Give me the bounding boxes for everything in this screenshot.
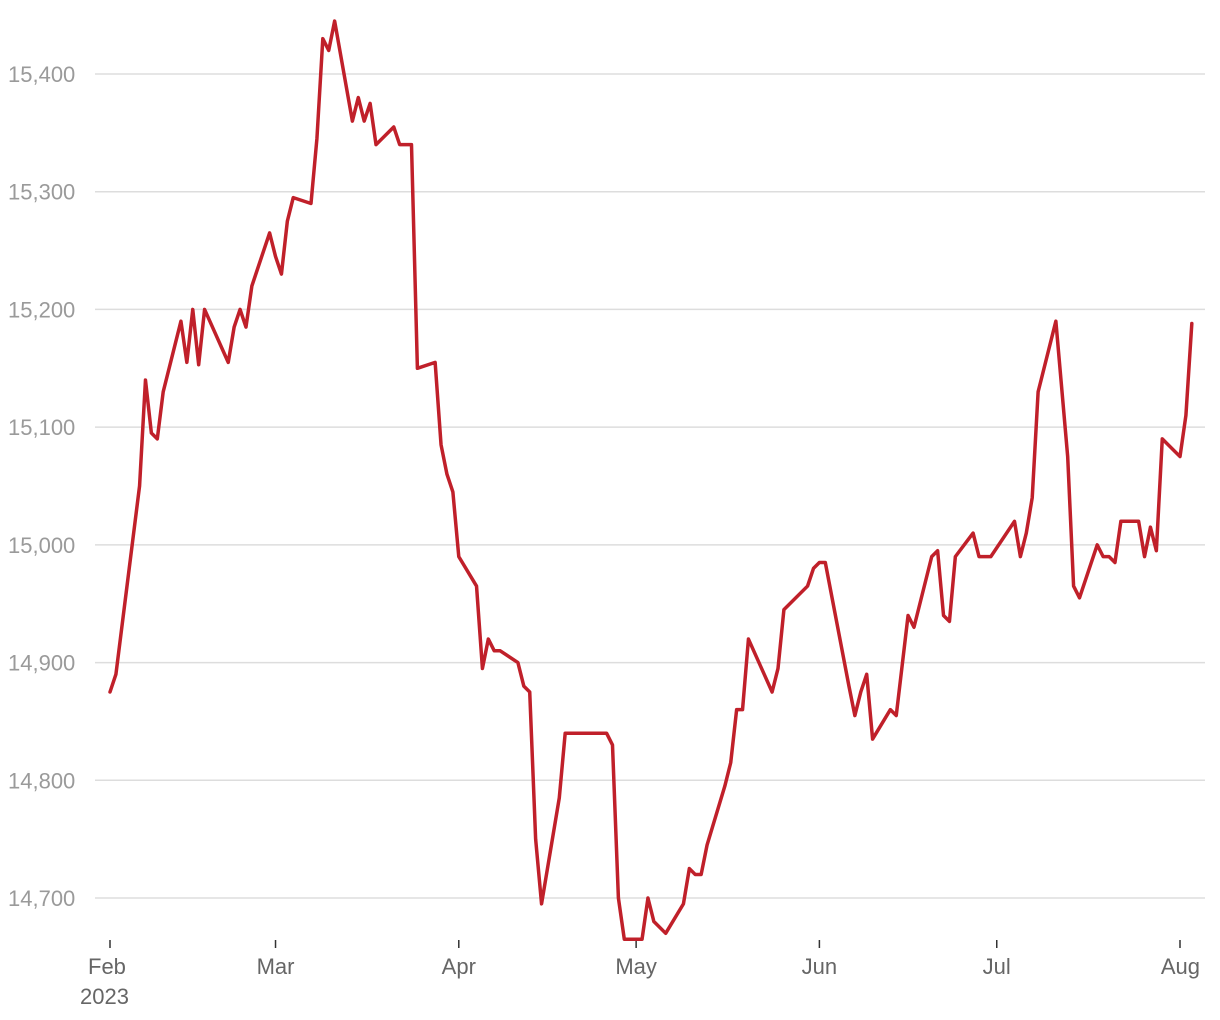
- y-axis: 14,700 14,800 14,900 15,000 15,100 15,200 15,3…: [8, 62, 75, 911]
- y-tick-label: 15,300: [8, 180, 75, 205]
- y-tick-label: 15,200: [8, 297, 75, 322]
- x-tick-label: May: [615, 954, 657, 979]
- y-tick-label: 15,400: [8, 62, 75, 87]
- grid-lines: [95, 73, 1205, 899]
- x-tick-year-label: 2023: [80, 984, 129, 1009]
- y-tick-label: 15,000: [8, 533, 75, 558]
- y-tick-label: 15,100: [8, 415, 75, 440]
- x-tick-label: Aug: [1161, 954, 1200, 979]
- x-axis: Feb 2023 Mar Apr May Jun Jul Aug: [80, 940, 1200, 1009]
- series-layer: [108, 19, 1194, 941]
- y-tick-label: 14,800: [8, 768, 75, 793]
- x-tick-label: Apr: [442, 954, 476, 979]
- x-tick-label: Jul: [983, 954, 1011, 979]
- x-tick-label: Feb: [88, 954, 126, 979]
- y-tick-label: 14,700: [8, 886, 75, 911]
- x-tick-label: Mar: [257, 954, 295, 979]
- series-line: [108, 19, 1194, 941]
- y-tick-label: 14,900: [8, 651, 75, 676]
- x-tick-label: Jun: [802, 954, 837, 979]
